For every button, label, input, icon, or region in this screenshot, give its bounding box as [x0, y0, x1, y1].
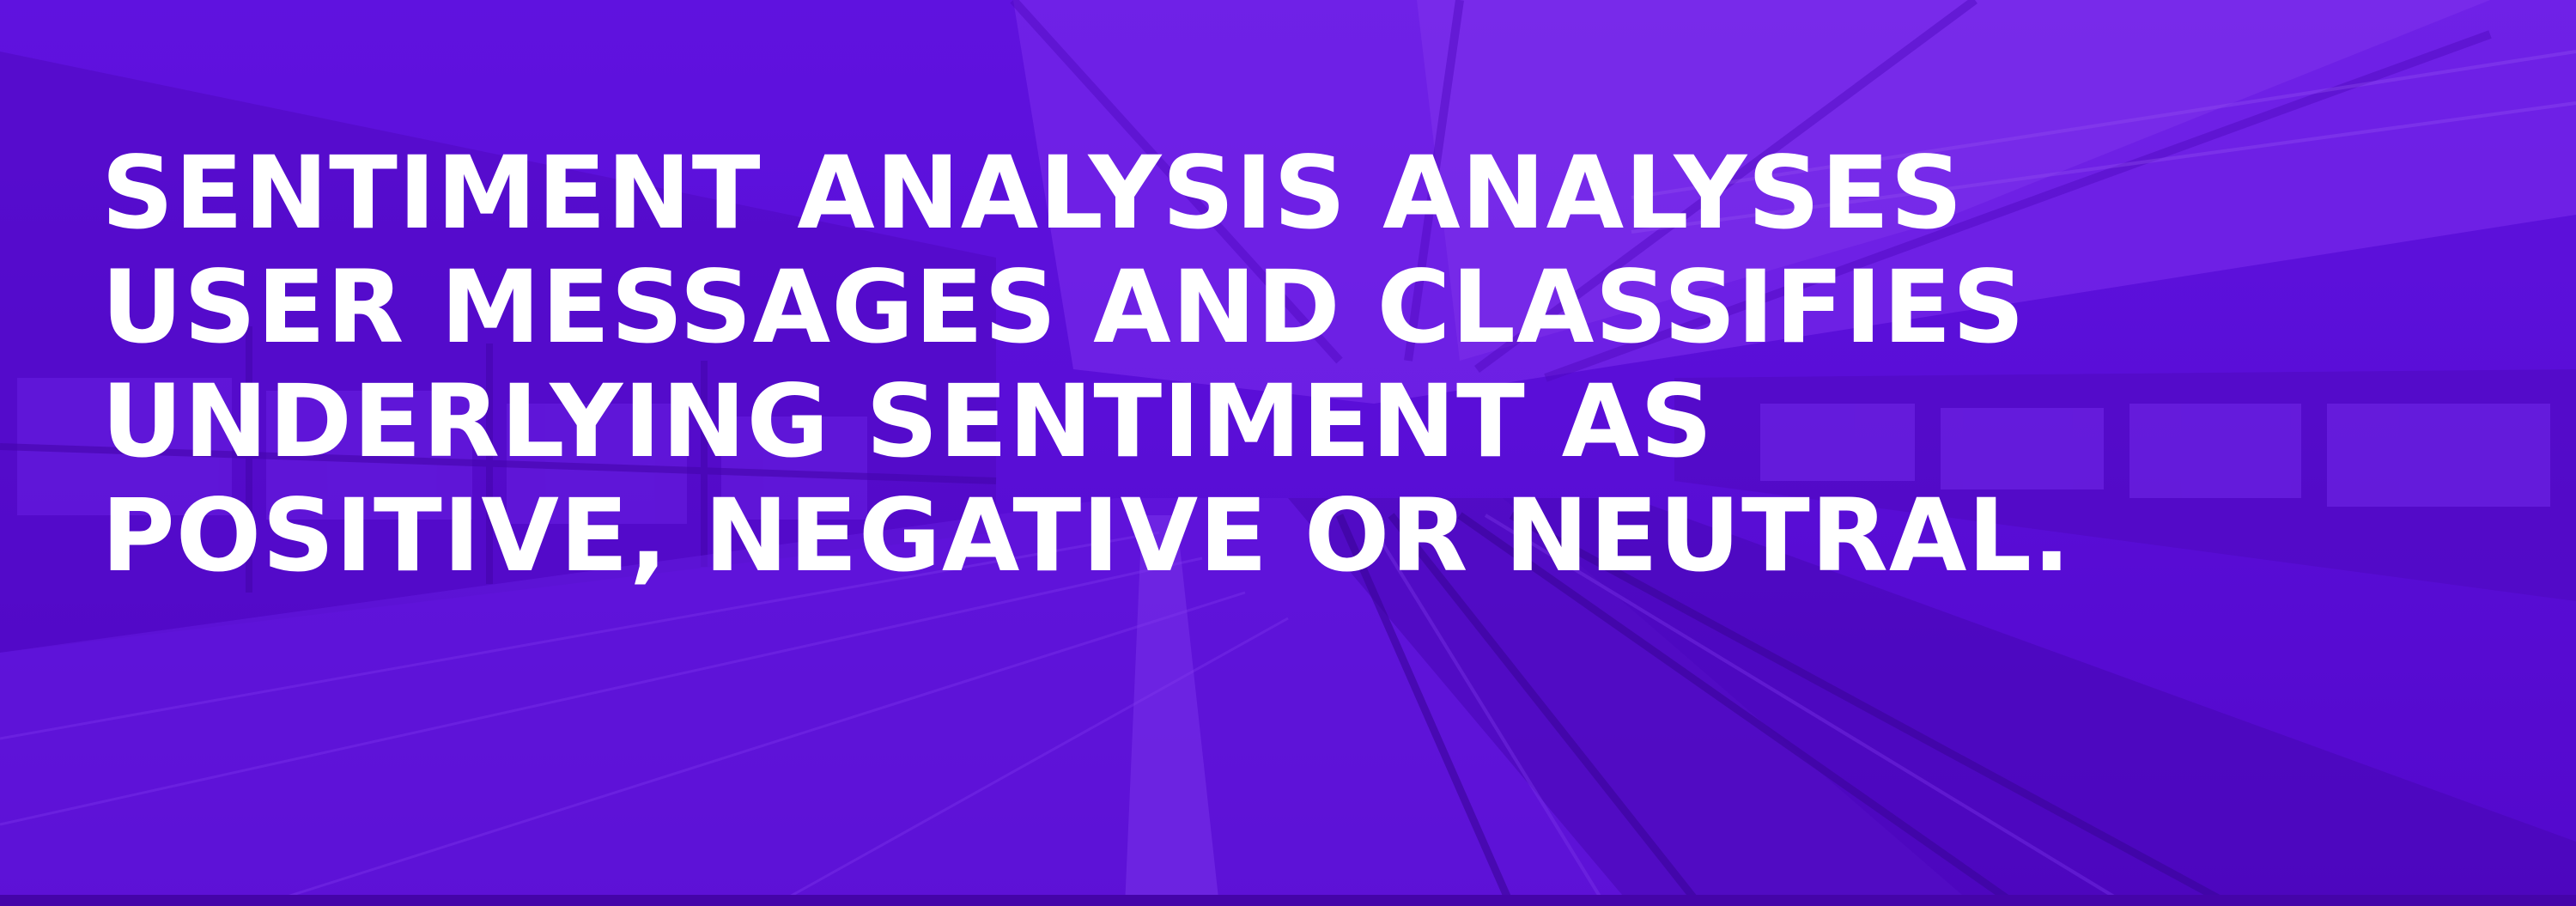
headline-line-1: SENTIMENT ANALYSIS ANALYSES: [101, 134, 1964, 252]
headline-line-3: UNDERLYING SENTIMENT AS: [101, 362, 1714, 480]
headline-line-4: POSITIVE, NEGATIVE OR NEUTRAL.: [101, 477, 2072, 594]
headline-line-2: USER MESSAGES AND CLASSIFIES: [101, 248, 2026, 366]
headline: SENTIMENT ANALYSIS ANALYSES USER MESSAGE…: [101, 136, 2334, 593]
